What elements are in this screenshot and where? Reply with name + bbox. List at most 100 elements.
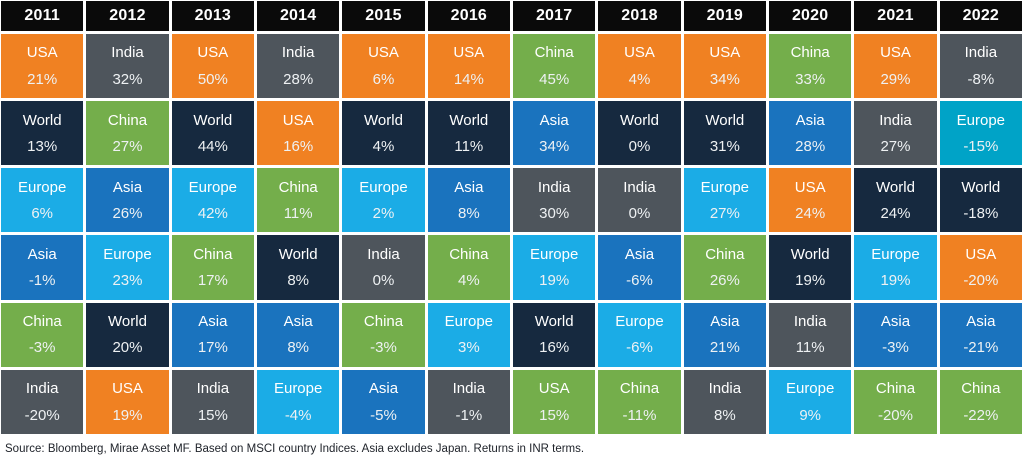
- region-label: Europe: [359, 178, 408, 196]
- region-label: World: [705, 111, 745, 129]
- return-cell-2015-europe: Europe 2%: [342, 168, 425, 233]
- region-label: World: [364, 111, 403, 129]
- return-cell-2015-world: World 4%: [342, 101, 425, 166]
- return-value: 27%: [112, 137, 143, 155]
- return-cell-2011-china: China -3%: [1, 302, 84, 367]
- return-value: 0%: [628, 137, 651, 155]
- region-label: India: [708, 380, 742, 398]
- region-label: Asia: [283, 313, 313, 331]
- return-cell-2020-europe: Europe 9%: [769, 369, 852, 434]
- region-label: World: [790, 245, 830, 263]
- region-label: Asia: [710, 313, 740, 331]
- return-cell-2022-europe: Europe -15%: [939, 101, 1022, 166]
- return-cell-2014-europe: Europe -4%: [257, 369, 340, 434]
- return-value: -1%: [28, 272, 56, 290]
- return-cell-2012-europe: Europe 23%: [86, 235, 169, 300]
- region-label: USA: [709, 44, 741, 62]
- year-header-2013: 2013: [171, 1, 254, 31]
- return-value: 30%: [539, 205, 570, 223]
- return-value: 16%: [539, 339, 570, 357]
- return-value: 14%: [453, 70, 484, 88]
- return-cell-2013-china: China 17%: [171, 235, 254, 300]
- return-cell-2019-asia: Asia 21%: [683, 302, 766, 367]
- return-value: 45%: [539, 70, 570, 88]
- region-label: India: [196, 380, 230, 398]
- return-cell-2018-china: China -11%: [598, 369, 681, 434]
- return-value: 42%: [197, 205, 228, 223]
- return-cell-2020-usa: USA 24%: [769, 168, 852, 233]
- return-value: 11%: [795, 339, 825, 357]
- region-label: World: [961, 178, 1001, 196]
- year-header-2014: 2014: [257, 1, 340, 31]
- return-cell-2022-usa: USA -20%: [939, 235, 1022, 300]
- region-label: USA: [965, 245, 997, 263]
- return-value: -20%: [877, 406, 913, 424]
- return-cell-2020-world: World 19%: [769, 235, 852, 300]
- region-label: Europe: [529, 245, 579, 263]
- return-value: -18%: [963, 205, 999, 223]
- region-label: China: [534, 44, 574, 62]
- return-value: -3%: [28, 339, 56, 357]
- region-label: Europe: [103, 245, 152, 263]
- region-label: World: [193, 111, 233, 129]
- source-note: Source: Bloomberg, Mirae Asset MF. Based…: [5, 443, 585, 455]
- return-value: 9%: [799, 406, 821, 424]
- return-value: 17%: [197, 272, 228, 290]
- region-label: USA: [112, 380, 143, 398]
- region-label: China: [619, 380, 660, 398]
- region-label: India: [623, 178, 656, 196]
- return-value: 8%: [287, 339, 309, 357]
- return-value: 44%: [197, 137, 228, 155]
- region-label: China: [107, 111, 148, 129]
- return-cell-2012-china: China 27%: [86, 101, 169, 166]
- return-value: 19%: [880, 272, 911, 290]
- return-cell-2018-asia: Asia -6%: [598, 235, 681, 300]
- return-cell-2012-world: World 20%: [86, 302, 169, 367]
- region-label: Europe: [273, 380, 323, 398]
- region-label: India: [793, 313, 827, 331]
- return-value: 8%: [713, 406, 736, 424]
- region-label: Europe: [785, 380, 835, 398]
- region-label: India: [537, 178, 571, 196]
- return-cell-2011-world: World 13%: [1, 101, 84, 166]
- return-value: 24%: [795, 205, 826, 223]
- return-value: -20%: [24, 406, 60, 424]
- return-value: 0%: [372, 272, 395, 290]
- year-header-2021: 2021: [854, 1, 937, 31]
- return-cell-2017-india: India 30%: [513, 168, 596, 233]
- return-value: -6%: [626, 272, 653, 290]
- return-cell-2019-world: World 31%: [683, 101, 766, 166]
- region-label: China: [449, 245, 489, 263]
- region-label: India: [25, 380, 59, 398]
- return-cell-2016-usa: USA 14%: [427, 34, 510, 99]
- return-cell-2012-india: India 32%: [86, 34, 169, 99]
- region-label: USA: [26, 44, 58, 62]
- return-value: 13%: [27, 137, 58, 155]
- return-value: 29%: [880, 70, 911, 88]
- return-cell-2019-usa: USA 34%: [683, 34, 766, 99]
- return-value: -3%: [370, 339, 397, 357]
- return-value: 11%: [454, 137, 484, 155]
- return-cell-2014-world: World 8%: [257, 235, 340, 300]
- return-cell-2021-world: World 24%: [854, 168, 937, 233]
- return-cell-2017-china: China 45%: [513, 34, 596, 99]
- return-cell-2019-europe: Europe 27%: [683, 168, 766, 233]
- return-value: 28%: [795, 137, 826, 155]
- return-cell-2011-europe: Europe 6%: [1, 168, 84, 233]
- return-cell-2021-europe: Europe 19%: [854, 235, 937, 300]
- return-cell-2017-asia: Asia 34%: [513, 101, 596, 166]
- return-value: 34%: [539, 137, 570, 155]
- return-cell-2016-asia: Asia 8%: [427, 168, 510, 233]
- return-cell-2018-usa: USA 4%: [598, 34, 681, 99]
- region-label: Europe: [17, 178, 67, 196]
- return-cell-2016-world: World 11%: [427, 101, 510, 166]
- return-cell-2011-usa: USA 21%: [1, 34, 84, 99]
- region-label: World: [278, 245, 318, 263]
- region-label: Asia: [966, 313, 996, 331]
- return-value: 27%: [709, 205, 740, 223]
- return-cell-2018-world: World 0%: [598, 101, 681, 166]
- year-header-2022: 2022: [939, 1, 1022, 31]
- region-label: Asia: [624, 245, 655, 263]
- region-label: India: [452, 380, 486, 398]
- return-cell-2011-india: India -20%: [1, 369, 84, 434]
